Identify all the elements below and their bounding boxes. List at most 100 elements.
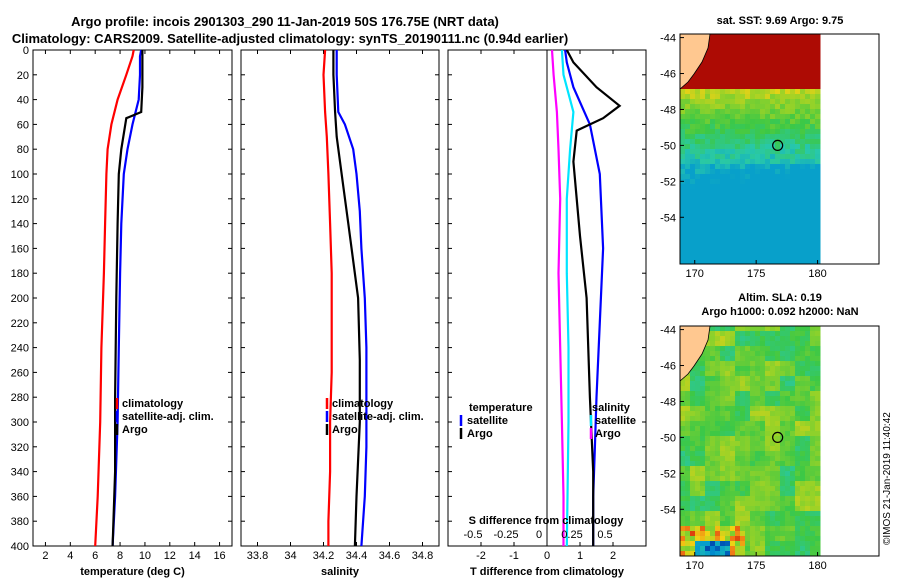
map-cell: [710, 139, 716, 145]
map-cell: [770, 401, 776, 407]
map-cell: [735, 446, 741, 452]
map-cell: [790, 99, 796, 105]
map-cell: [695, 541, 701, 547]
map-cell: [720, 174, 726, 180]
map-cell: [705, 551, 711, 557]
map-cell: [745, 376, 751, 382]
map-cell: [790, 44, 796, 50]
map-cell: [760, 89, 766, 95]
map-cell: [735, 214, 741, 220]
map-cell: [805, 336, 811, 342]
map-cell: [795, 401, 801, 407]
map-cell: [755, 224, 761, 230]
map-cell: [785, 381, 791, 387]
map-cell: [705, 351, 711, 357]
map-cell: [785, 49, 791, 55]
map-cell: [750, 109, 756, 115]
map-cell: [720, 456, 726, 462]
map-cell: [800, 551, 806, 557]
map-cell: [790, 234, 796, 240]
map-cell: [730, 431, 736, 437]
map-cell: [770, 551, 776, 557]
map-cell: [810, 169, 816, 175]
map-cell: [815, 486, 821, 492]
map-cell: [760, 219, 766, 225]
map-cell: [790, 481, 796, 487]
map-cell: [775, 134, 781, 140]
map-cell: [790, 506, 796, 512]
map-cell: [775, 351, 781, 357]
map-cell: [775, 209, 781, 215]
map-cell: [755, 376, 761, 382]
y-tick-label: 280: [11, 392, 29, 404]
map-cell: [780, 199, 786, 205]
map-cell: [770, 219, 776, 225]
map-cell: [710, 426, 716, 432]
map-cell: [740, 361, 746, 367]
map-cell: [690, 89, 696, 95]
map-cell: [815, 476, 821, 482]
map-cell: [785, 481, 791, 487]
map-cell: [685, 239, 691, 245]
map-cell: [780, 174, 786, 180]
map-cell: [745, 336, 751, 342]
map-cell: [690, 436, 696, 442]
map-cell: [685, 244, 691, 250]
map-cell: [695, 189, 701, 195]
map-cell: [745, 229, 751, 235]
map-cell: [760, 39, 766, 45]
map-cell: [690, 456, 696, 462]
map-cell: [785, 511, 791, 517]
map-cell: [735, 209, 741, 215]
map-cell: [740, 326, 746, 332]
map-cell: [770, 341, 776, 347]
map-cell: [770, 74, 776, 80]
map-cell: [750, 104, 756, 110]
map-cell: [770, 44, 776, 50]
map-cell: [750, 456, 756, 462]
map-cell: [810, 471, 816, 477]
map-cell: [745, 154, 751, 160]
map-cell: [775, 416, 781, 422]
map-cell: [735, 179, 741, 185]
map-cell: [750, 179, 756, 185]
map-cell: [770, 356, 776, 362]
map-cell: [725, 159, 731, 165]
map-cell: [780, 551, 786, 557]
map-cell: [730, 199, 736, 205]
profile-location-marker: [772, 139, 784, 152]
map-cell: [735, 461, 741, 467]
map-cell: [680, 541, 686, 547]
map-cell: [745, 84, 751, 90]
map-cell: [745, 219, 751, 225]
map-cell: [750, 154, 756, 160]
map-cell: [780, 149, 786, 155]
map-frame: [679, 33, 880, 265]
map-cell: [810, 466, 816, 472]
map-cell: [725, 551, 731, 557]
map-cell: [715, 431, 721, 437]
map-cell: [765, 486, 771, 492]
map-cell: [730, 471, 736, 477]
map-cell: [740, 481, 746, 487]
map-cell: [725, 49, 731, 55]
map-cell: [785, 446, 791, 452]
map-cell: [760, 114, 766, 120]
map-cell: [785, 179, 791, 185]
map-cell: [815, 184, 821, 190]
map-cell: [700, 239, 706, 245]
map-cell: [740, 254, 746, 260]
map-cell: [710, 461, 716, 467]
map-cell: [740, 351, 746, 357]
map-cell: [755, 356, 761, 362]
map-cell: [795, 179, 801, 185]
map-cell: [720, 491, 726, 497]
map-cell: [700, 99, 706, 105]
map-cell: [745, 421, 751, 427]
map-cell: [760, 331, 766, 337]
map-cell: [780, 179, 786, 185]
map-cell: [800, 199, 806, 205]
map-cell: [750, 386, 756, 392]
map-cell: [725, 54, 731, 60]
map-cell: [685, 159, 691, 165]
